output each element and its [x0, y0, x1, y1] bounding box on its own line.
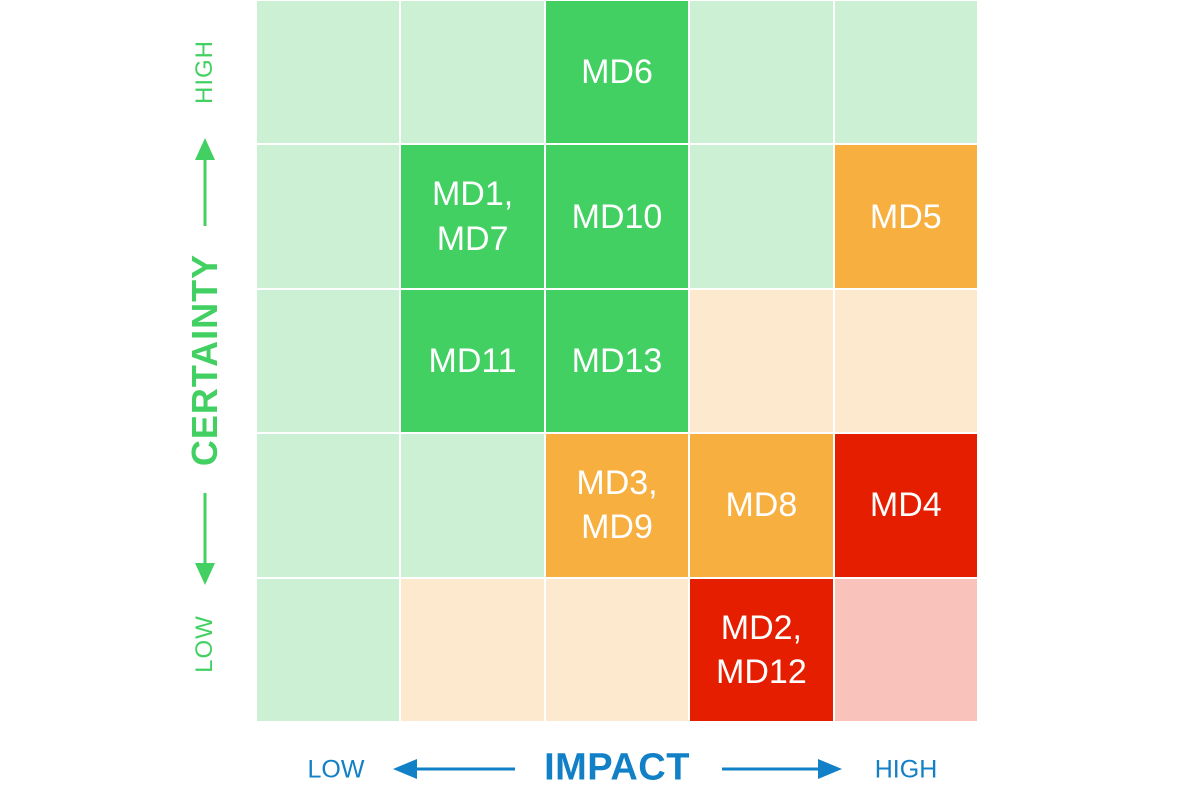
matrix-cell [257, 145, 400, 288]
matrix-cell [401, 1, 544, 144]
x-axis-low-label: LOW [307, 755, 365, 784]
matrix-cell: MD4 [834, 434, 977, 577]
matrix-cell [257, 434, 400, 577]
matrix-cell [690, 145, 833, 288]
arrow-left-icon [393, 759, 515, 779]
matrix-cell: MD10 [545, 145, 689, 288]
arrow-down-icon [195, 493, 215, 585]
y-axis-low-label: LOW [191, 615, 218, 673]
matrix-cell [545, 578, 689, 721]
matrix-cell [401, 578, 544, 721]
matrix-cell [257, 289, 400, 433]
y-axis-title: CERTAINTY [184, 253, 225, 467]
matrix-cell: MD3, MD9 [545, 434, 689, 577]
matrix-cell: MD1, MD7 [401, 145, 544, 288]
matrix-cell [257, 1, 400, 144]
x-axis-high-label: HIGH [874, 755, 938, 784]
matrix-cell: MD8 [690, 434, 833, 577]
arrow-right-icon [722, 759, 842, 779]
matrix-cell [834, 578, 977, 721]
matrix-cell [401, 434, 544, 577]
matrix-cell: MD5 [834, 145, 977, 288]
matrix-cell [834, 1, 977, 144]
matrix-cell [690, 1, 833, 144]
risk-matrix: MD6 MD1, MD7 MD10 MD5 MD11 MD13 MD3, MD9 MD8 MD4… [257, 1, 977, 721]
matrix-cell [690, 289, 833, 433]
matrix-cell [257, 578, 400, 721]
matrix-cell: MD13 [545, 289, 689, 433]
matrix-cell: MD6 [545, 1, 689, 144]
matrix-cell: MD2, MD12 [690, 578, 833, 721]
x-axis-title: IMPACT [544, 746, 690, 789]
matrix-cell [834, 289, 977, 433]
y-axis-high-label: HIGH [191, 40, 218, 104]
matrix-cell: MD11 [401, 289, 544, 433]
arrow-up-icon [195, 138, 215, 226]
